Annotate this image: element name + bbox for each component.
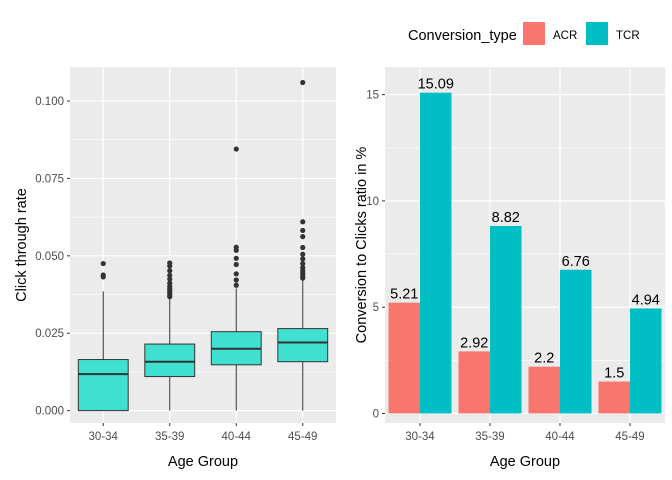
legend-title: Conversion_type [408,28,517,44]
data-label-acr: 2.2 [534,351,554,367]
box-body [144,343,196,378]
box-plot-x-axis-title: Age Group [168,454,238,470]
x-tick-label: 30-34 [89,431,119,443]
box-body [277,328,329,363]
bar-tcr-45-49 [630,308,662,414]
x-tick-label: 45-49 [615,431,644,443]
box-body [77,359,129,412]
outlier-point [233,261,239,268]
outlier-point [167,280,173,286]
y-tick-label: 0.075 [35,173,64,185]
bar-tcr-35-39 [490,225,522,414]
outlier-point [233,244,239,250]
outlier-point [300,264,306,271]
bar-acr-35-39 [458,351,490,414]
legend-key-tcr [586,22,608,45]
box-35-39 [144,260,196,411]
bar-chart-y-axis-title: Conversion to Clicks ratio in % [354,147,370,344]
outlier-point [167,272,173,278]
outlier-point [300,227,306,234]
bar-chart-y-ticks: 0 5 10 15 [366,90,385,420]
outlier-point [300,256,306,262]
bar-chart-data-labels: 5.21 2.92 2.2 1.5 15.09 8.82 6.76 4.94 [390,77,660,382]
data-label-tcr: 6.76 [562,254,590,270]
outlier-point [167,260,173,266]
legend-label-tcr: TCR [616,30,640,42]
bar-acr-30-34 [388,302,420,414]
outlier-point [100,272,106,278]
box-30-34 [77,260,129,412]
outlier-point [233,271,239,277]
bar-chart-x-ticks: 30-34 35-39 40-44 45-49 [405,423,645,443]
box-plot: 0.000 0.025 0.050 0.075 0.100 30-34 35-39 40-4… [14,67,336,470]
data-label-tcr: 8.82 [492,210,520,226]
data-label-tcr: 15.09 [418,77,454,93]
y-tick-label: 0 [373,408,379,420]
bar-acr-40-44 [528,366,560,414]
bar-chart-x-axis-title: Age Group [490,454,560,470]
box-45-49 [277,79,329,411]
y-tick-label: 0.050 [35,251,64,263]
outlier-point [167,268,173,274]
y-tick-label: 0.000 [35,406,64,418]
outlier-point [300,244,306,251]
y-tick-label: 10 [366,196,379,208]
box-plot-marks [77,79,329,412]
legend-key-acr [523,22,545,45]
box-plot-y-axis-title: Click through rate [14,188,30,302]
bar-chart: 5.21 2.92 2.2 1.5 15.09 8.82 6.76 4.94 0 5 10 15 3… [354,22,665,470]
outlier-point [300,251,306,257]
outlier-point [300,79,306,86]
data-label-acr: 2.92 [460,335,488,351]
outlier-point [300,234,306,240]
outlier-point [233,282,239,288]
legend: Conversion_type ACR TCR [408,22,640,45]
bar-tcr-30-34 [420,92,452,414]
data-label-acr: 1.5 [604,366,624,382]
outlier-point [167,276,173,282]
data-label-acr: 5.21 [390,287,418,303]
bar-chart-marks [388,92,662,414]
data-label-tcr: 4.94 [632,292,660,308]
box-plot-x-ticks: 30-34 35-39 40-44 45-49 [89,423,317,443]
y-tick-label: 5 [373,302,379,314]
outlier-point [233,255,239,261]
x-tick-label: 40-44 [545,431,575,443]
x-tick-label: 40-44 [222,431,252,443]
x-tick-label: 35-39 [475,431,504,443]
y-tick-label: 0.100 [35,96,64,108]
box-plot-y-ticks: 0.000 0.025 0.050 0.075 0.100 [35,96,70,418]
bar-tcr-40-44 [560,269,592,414]
box-40-44 [210,146,262,411]
outlier-point [300,260,306,267]
outlier-point [233,146,239,152]
x-tick-label: 35-39 [155,431,184,443]
outlier-point [100,260,106,267]
x-tick-label: 30-34 [405,431,435,443]
outlier-point [233,277,239,283]
outlier-point [300,219,306,225]
legend-label-acr: ACR [553,30,577,42]
bar-acr-45-49 [598,381,630,414]
x-tick-label: 45-49 [288,431,317,443]
y-tick-label: 15 [366,90,379,102]
y-tick-label: 0.025 [35,328,64,340]
